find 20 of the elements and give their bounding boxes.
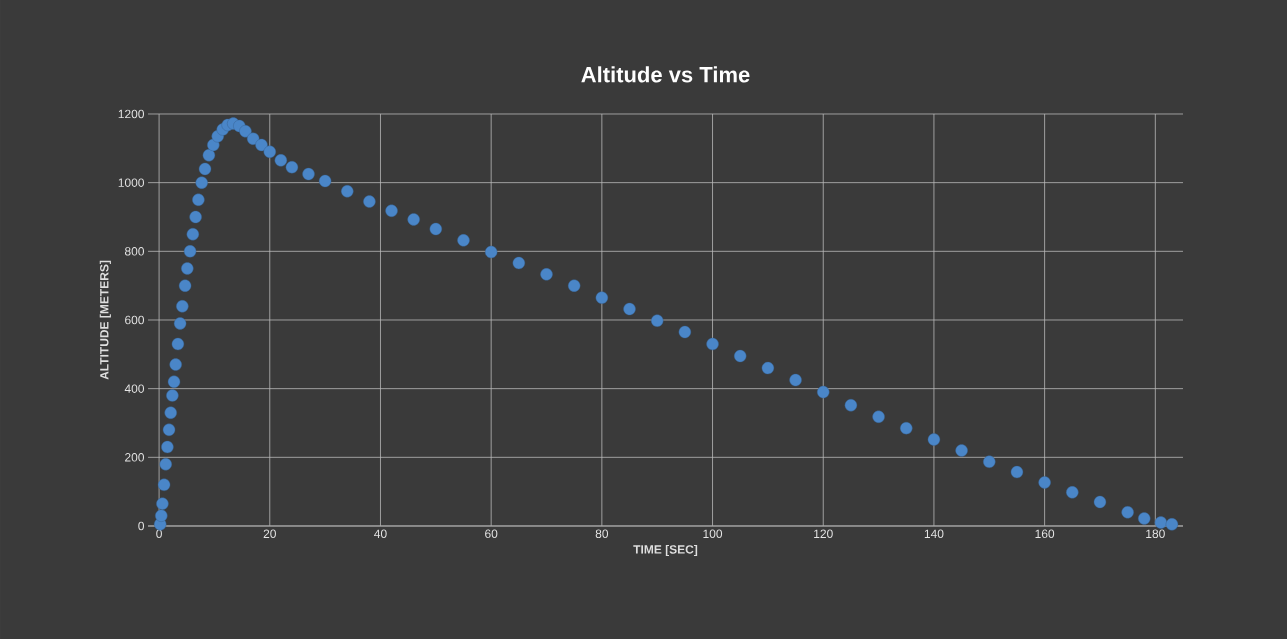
y-tick-label: 400: [124, 384, 145, 393]
x-tick-label: 60: [485, 529, 498, 539]
y-tick-label: 800: [124, 247, 145, 256]
x-tick-label: 100: [703, 529, 723, 539]
x-axis-title: TIME [SEC]: [633, 544, 698, 557]
y-tick-label: 0: [138, 521, 145, 531]
x-tick-label: 140: [924, 529, 944, 539]
chart-title: Altitude vs Time: [581, 66, 750, 83]
y-tick-label: 600: [125, 315, 145, 325]
x-tick-label: 80: [595, 529, 609, 539]
x-tick-label: 120: [814, 529, 833, 539]
y-axis-title: ALTITUDE [METERS]: [99, 260, 111, 380]
y-tick-label: 1000: [118, 178, 145, 187]
y-tick-label: 200: [125, 453, 145, 462]
x-tick-label: 160: [1035, 529, 1055, 539]
x-tick-label: 40: [374, 529, 387, 539]
x-tick-label: 180: [1146, 529, 1165, 539]
y-tick-label: 1200: [118, 109, 145, 119]
x-tick-label: 0: [156, 529, 162, 539]
x-tick-label: 20: [263, 529, 276, 539]
